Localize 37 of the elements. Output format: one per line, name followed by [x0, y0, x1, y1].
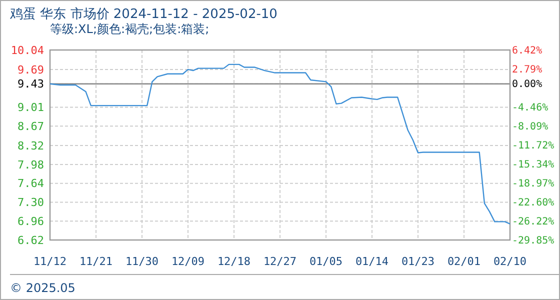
y-tick-label: 8.32 — [18, 139, 44, 152]
y-tick-label: 9.43 — [18, 78, 44, 91]
y2-tick-label: -22.60% — [512, 198, 554, 209]
chart-title: 鸡蛋 华东 市场价 2024-11-12 - 2025-02-10 — [9, 7, 278, 22]
x-tick-label: 01/05 — [309, 255, 343, 268]
y-tick-label: 9.69 — [18, 63, 44, 76]
y2-tick-label: 0.00% — [512, 79, 542, 90]
y2-tick-label: 2.79% — [512, 64, 542, 76]
y2-tick-label: -26.22% — [512, 216, 554, 228]
x-tick-label: 12/27 — [263, 255, 297, 268]
y-tick-label: 10.04 — [10, 44, 44, 57]
y2-tick-label: -11.72% — [512, 140, 554, 152]
line-series — [49, 64, 511, 224]
y2-tick-label: -18.97% — [512, 178, 554, 190]
y-tick-label: 7.30 — [18, 196, 44, 210]
y2-tick-label: -4.46% — [512, 102, 548, 114]
text: © 2025.05 — [10, 281, 76, 295]
x-tick-label: 11/12 — [33, 255, 67, 268]
chart-subtitle: 等级:XL;颜色:褐壳;包装:箱装; — [50, 22, 210, 36]
y2-tick-label: 6.42% — [512, 46, 542, 56]
y-tick-label: 8.67 — [18, 120, 44, 133]
y2-tick-label: -29.85% — [512, 236, 554, 246]
y2-tick-label: -8.09% — [512, 122, 548, 133]
x-tick-label: 11/30 — [125, 255, 159, 268]
y-tick-label: 6.96 — [18, 214, 44, 228]
x-tick-label: 11/21 — [79, 255, 113, 268]
x-tick-label: 01/14 — [355, 255, 389, 268]
x-tick-label: 02/01 — [447, 255, 481, 268]
x-tick-label: 01/23 — [401, 255, 435, 268]
x-tick-label: 12/18 — [217, 255, 251, 268]
y2-tick-label: -15.34% — [512, 159, 554, 170]
y-tick-label: 9.01 — [18, 101, 44, 114]
y-tick-label: 7.64 — [18, 177, 44, 190]
x-tick-label: 02/10 — [493, 255, 527, 268]
x-tick-label: 12/09 — [171, 255, 205, 268]
y-tick-label: 6.62 — [18, 234, 44, 247]
y-tick-label: 7.98 — [18, 158, 44, 172]
